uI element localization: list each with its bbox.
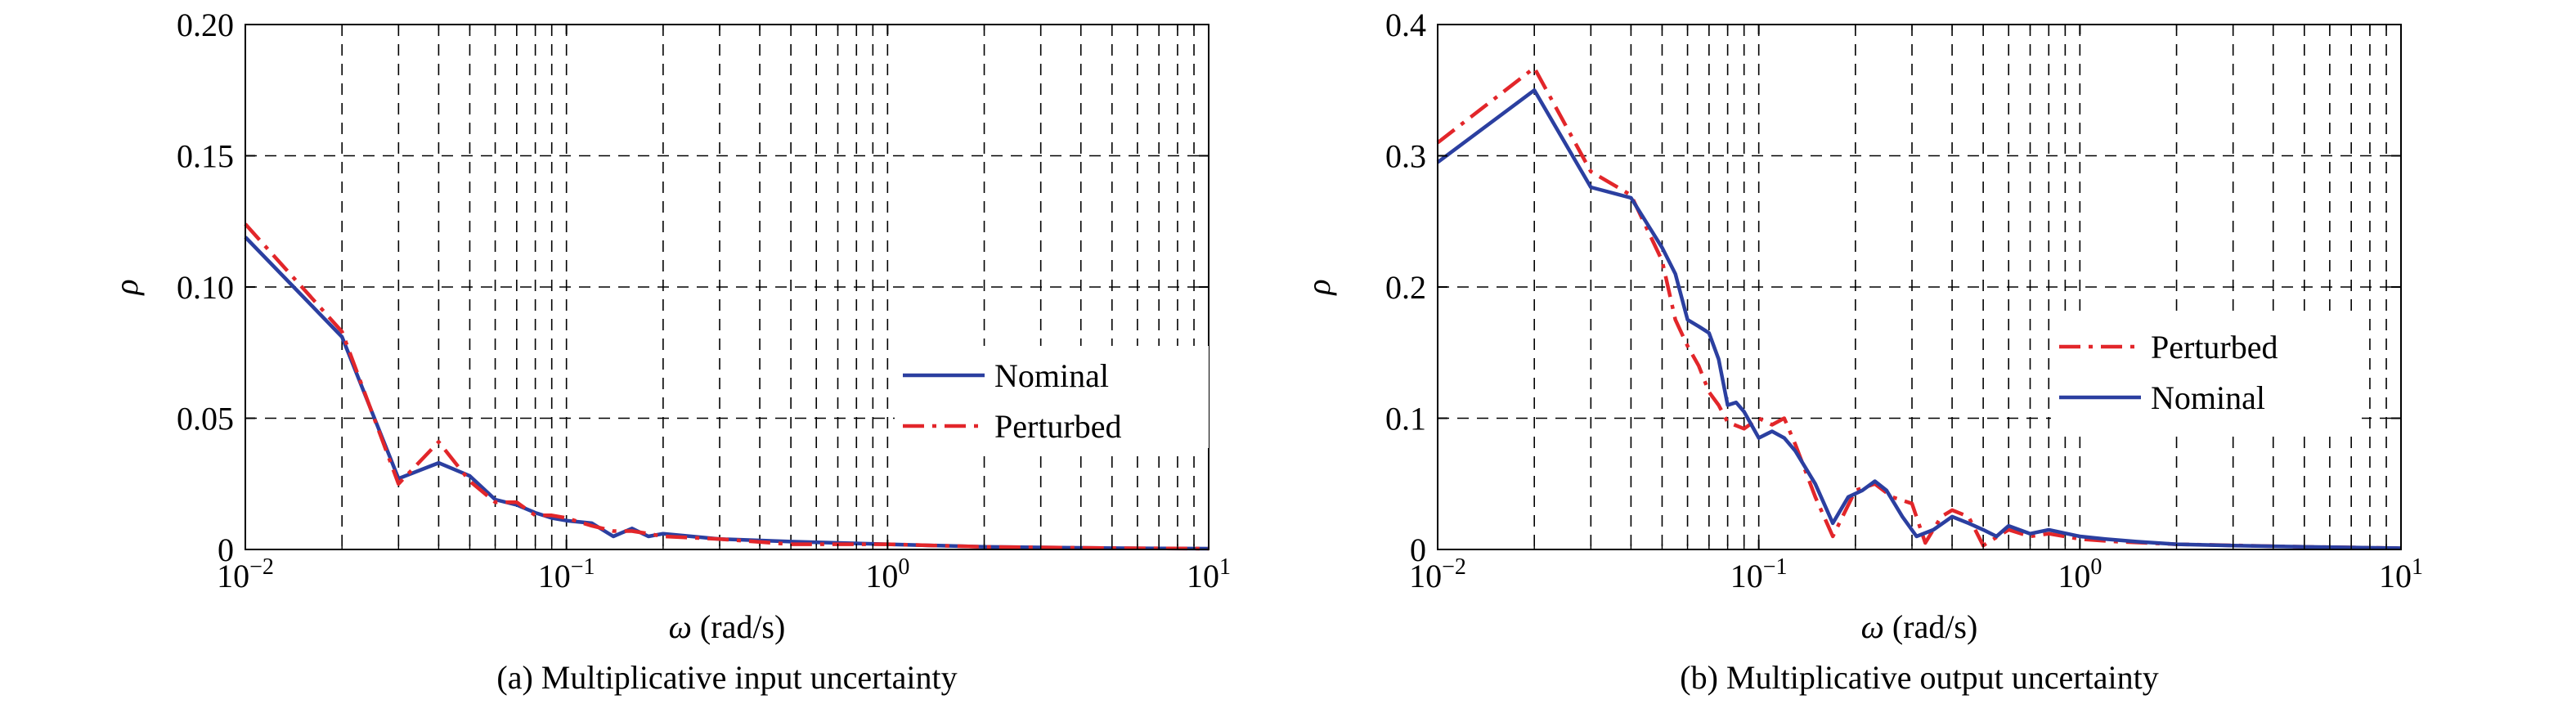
legend: Nominal Perturbed xyxy=(895,346,1209,448)
series-line-nominal xyxy=(244,235,1209,551)
x-tick-label: 100 xyxy=(865,554,909,594)
x-tick-label: 10−1 xyxy=(538,554,595,594)
figure-caption: (b) Multiplicative output uncertainty xyxy=(1680,659,2158,696)
x-tick-label: 101 xyxy=(1187,554,1231,594)
x-tick-label: 10−2 xyxy=(1409,554,1466,594)
y-tick-label: 0.3 xyxy=(1385,138,1426,175)
y-tick-label: 0.05 xyxy=(177,401,234,437)
y-tick-label: 0 xyxy=(1410,531,1426,568)
x-tick-label: 10−1 xyxy=(1730,554,1788,594)
y-tick-label: 0.2 xyxy=(1385,269,1426,306)
y-tick-label: 0.10 xyxy=(177,269,234,306)
legend-label-nominal: Nominal xyxy=(2151,379,2265,416)
y-axis-label: ρ xyxy=(1300,279,1337,296)
y-axis-label: ρ xyxy=(108,279,145,296)
legend-label-nominal: Nominal xyxy=(994,357,1109,394)
x-tick-label: 10−2 xyxy=(217,554,274,594)
chart-panel-a: 0 0.05 0.10 0.15 0.20 10−2 10−1 100 101 ω (rad/s)… xyxy=(108,7,1231,696)
series-line-perturbed xyxy=(1436,65,2402,550)
y-tick-label: 0.15 xyxy=(177,138,234,175)
x-tick-label: 100 xyxy=(2058,554,2102,594)
legend: Perturbed Nominal xyxy=(2051,317,2362,436)
x-axis-label: ω (rad/s) xyxy=(1861,608,1978,645)
series-line-perturbed xyxy=(244,222,1209,551)
figure-caption: (a) Multiplicative input uncertainty xyxy=(496,659,957,696)
x-axis-label: ω (rad/s) xyxy=(669,608,786,645)
series-line-nominal xyxy=(1436,88,2402,550)
chart-panel-b: 0 0.1 0.2 0.3 0.4 10−2 10−1 100 101 ω (rad/s) ρ (b)… xyxy=(1300,7,2423,696)
y-tick-label: 0.1 xyxy=(1385,401,1426,437)
y-tick-label: 0 xyxy=(218,531,234,568)
y-tick-label: 0.20 xyxy=(177,7,234,43)
legend-label-perturbed: Perturbed xyxy=(994,408,1122,445)
x-tick-label: 101 xyxy=(2379,554,2423,594)
legend-label-perturbed: Perturbed xyxy=(2151,329,2278,365)
y-tick-label: 0.4 xyxy=(1385,7,1426,43)
